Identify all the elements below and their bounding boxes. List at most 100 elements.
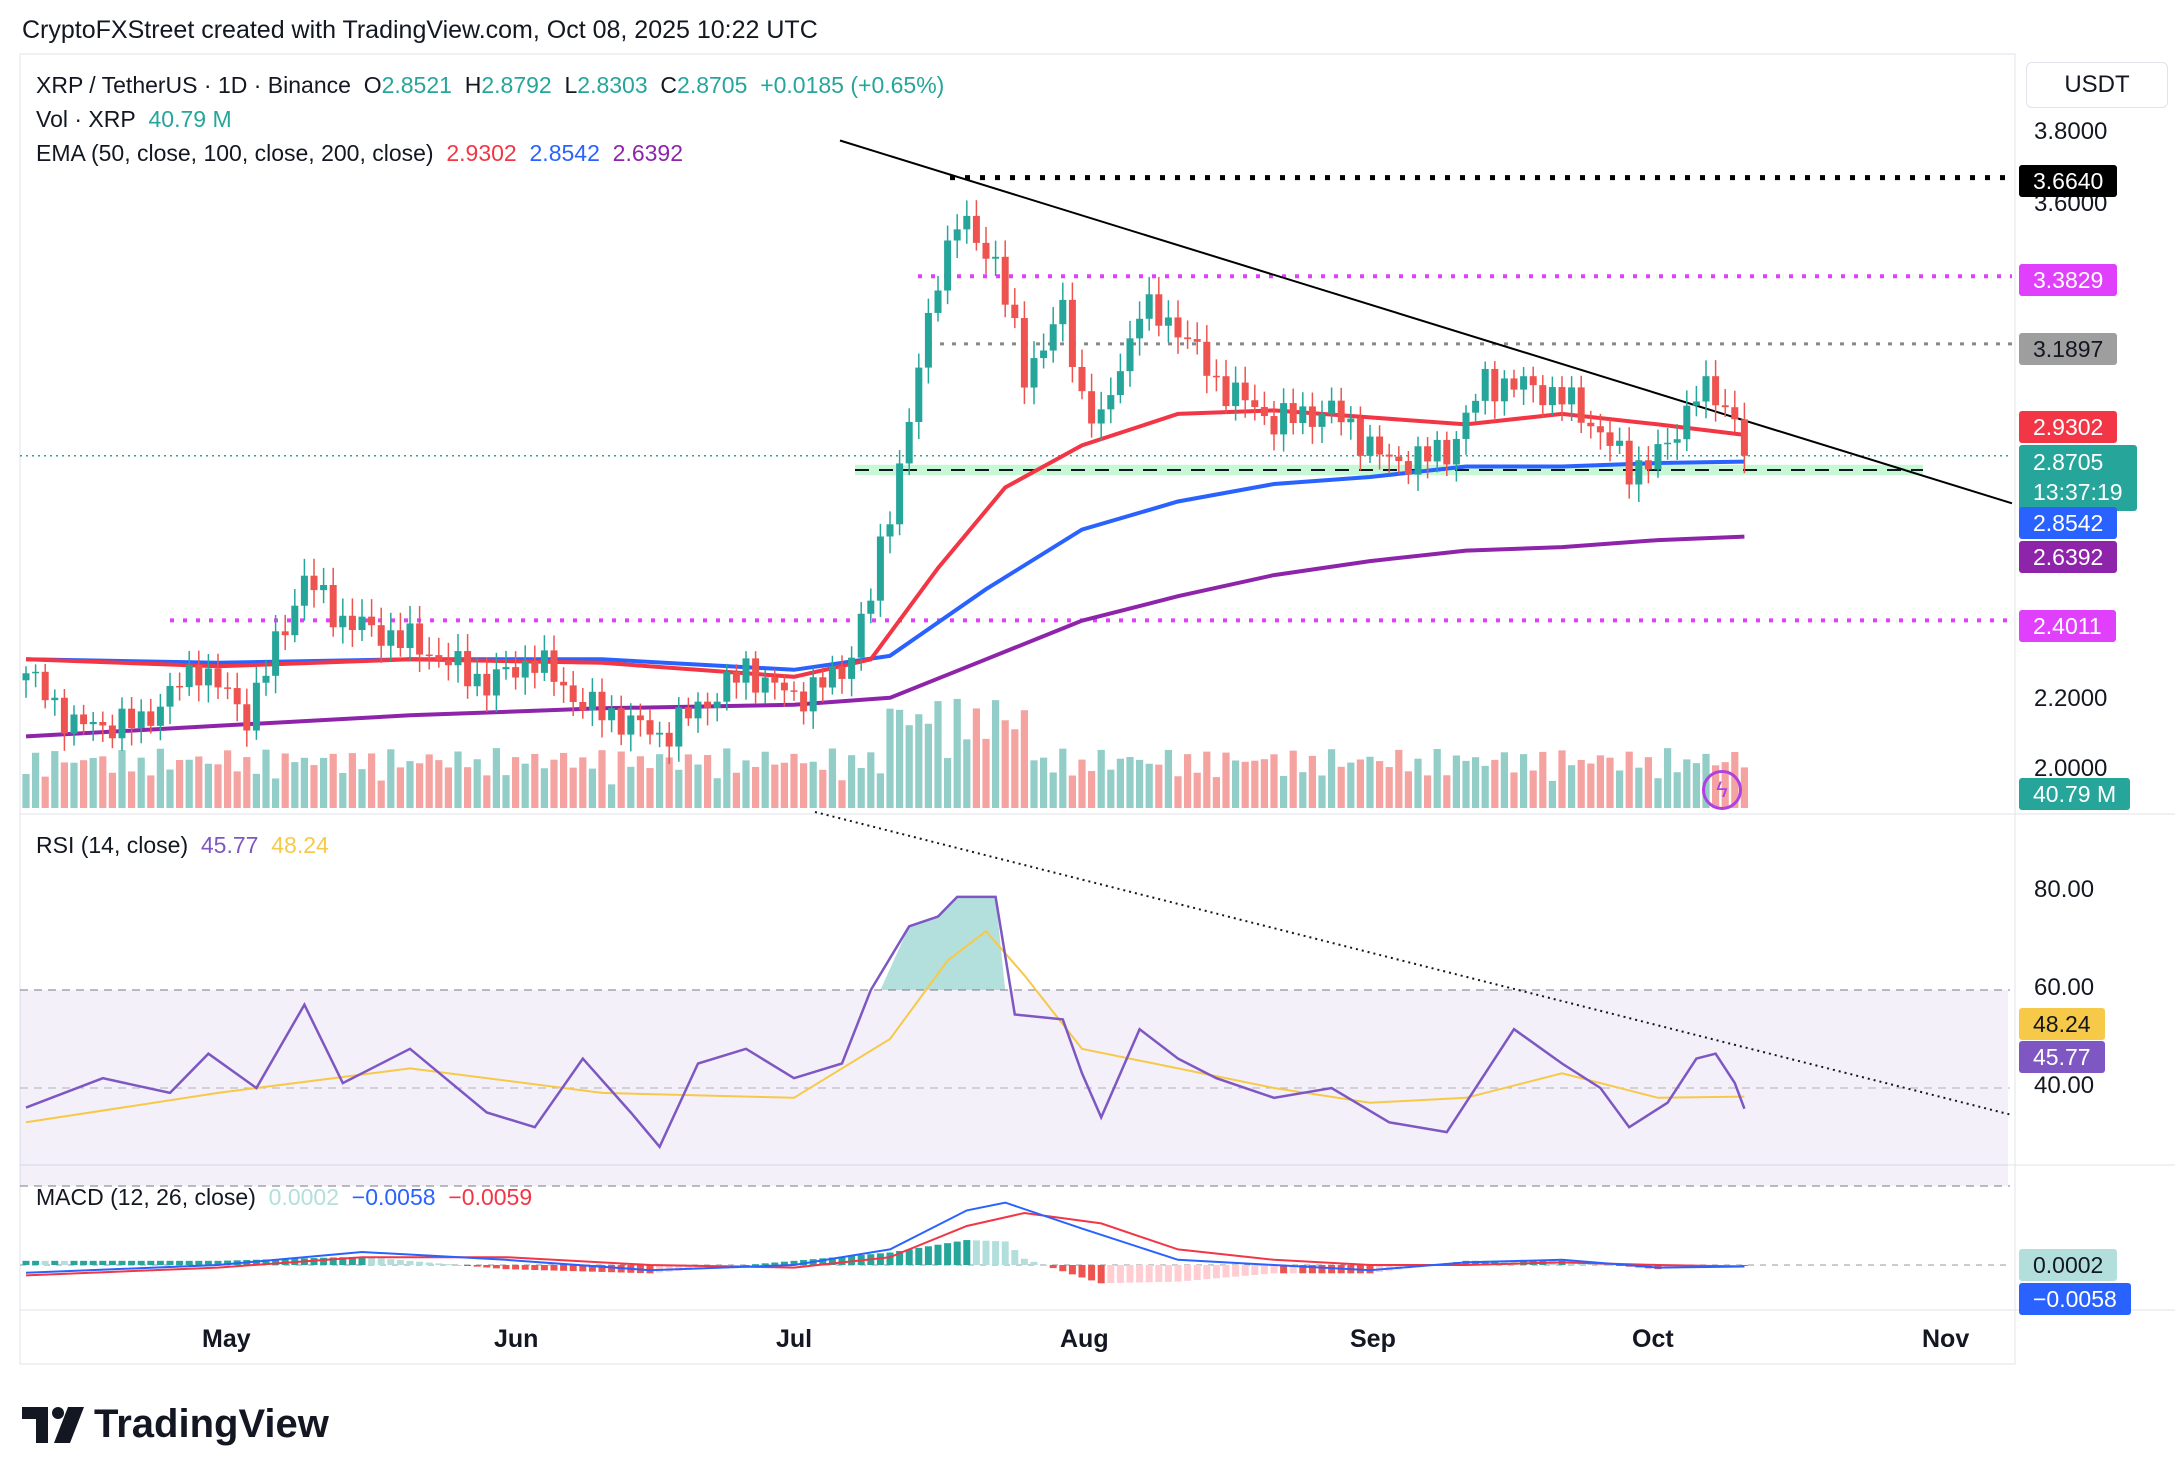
- rsi-ma-value: 48.24: [271, 832, 329, 858]
- candle-body: [185, 664, 193, 688]
- macd-histogram-bar: [1328, 1265, 1336, 1274]
- volume-bar: [819, 769, 827, 808]
- ema50-line: [25, 408, 1745, 679]
- macd-histogram-bar: [1078, 1265, 1086, 1278]
- candle-body: [684, 707, 692, 719]
- candle-body: [214, 668, 222, 688]
- volume-bar: [444, 767, 452, 808]
- candle-body: [934, 290, 942, 313]
- volume-bar: [665, 757, 673, 808]
- macd-histogram-bar: [204, 1260, 212, 1265]
- candle-body: [550, 650, 558, 682]
- candle-body: [1712, 376, 1720, 406]
- candle-body: [1376, 436, 1384, 455]
- candle-body: [1337, 400, 1345, 423]
- macd-histogram-bar: [128, 1260, 136, 1265]
- volume-bar: [51, 751, 59, 808]
- volume-bar: [627, 766, 635, 808]
- macd-histogram-bar: [972, 1240, 980, 1265]
- volume-label[interactable]: Vol · XRP: [36, 106, 136, 132]
- volume-bar: [1318, 775, 1326, 808]
- candle-body: [617, 708, 625, 735]
- candle-body: [1241, 382, 1249, 401]
- macd-histogram-bar: [1174, 1265, 1182, 1282]
- volume-bar: [1664, 748, 1672, 808]
- candle-body: [857, 613, 865, 658]
- macd-histogram-bar: [70, 1260, 78, 1265]
- volume-bar: [1548, 780, 1556, 808]
- macd-histogram-bar: [1107, 1265, 1115, 1284]
- candle-body: [828, 666, 836, 688]
- volume-bar: [1644, 757, 1652, 808]
- candle-body: [876, 536, 884, 601]
- volume-bar: [636, 756, 644, 808]
- candle-body: [1155, 294, 1163, 326]
- currency-selector[interactable]: USDT: [2026, 62, 2168, 108]
- high-value: 2.8792: [481, 72, 552, 98]
- macd-histogram-bar: [915, 1247, 923, 1265]
- macd-histogram-bar: [819, 1258, 827, 1265]
- rsi-tick: 80.00: [2034, 876, 2095, 903]
- candle-body: [1616, 440, 1624, 446]
- rsi-line: [25, 895, 1746, 1150]
- volume-bar: [1203, 751, 1211, 808]
- close-value: 2.8705: [677, 72, 748, 98]
- volume-bar: [992, 700, 1000, 808]
- macd-histogram-bar: [790, 1260, 798, 1265]
- candle-body: [1520, 376, 1528, 390]
- candle-body: [1548, 387, 1556, 406]
- symbol-title[interactable]: XRP / TetherUS · 1D · Binance: [36, 72, 351, 98]
- candle-body: [32, 671, 40, 674]
- candle-body: [368, 616, 376, 626]
- candle-body: [329, 585, 337, 628]
- macd-histogram-bar: [579, 1265, 587, 1272]
- volume-bar: [1068, 775, 1076, 808]
- macd-histogram-bar: [540, 1265, 548, 1271]
- volume-bar: [1376, 761, 1384, 808]
- volume-bar: [99, 756, 107, 808]
- candle-body: [1203, 341, 1211, 376]
- candle-body: [1356, 418, 1364, 456]
- volume-bar: [1452, 755, 1460, 808]
- volume-bar: [368, 753, 376, 808]
- macd-histogram-bar: [416, 1261, 424, 1265]
- macd-histogram-bar: [1059, 1265, 1067, 1272]
- rsi-label[interactable]: RSI (14, close): [36, 832, 189, 858]
- candle-body: [838, 666, 846, 679]
- volume-bar: [742, 760, 750, 808]
- flash-icon[interactable]: ϟ: [1702, 770, 1742, 810]
- volume-bar: [617, 751, 625, 808]
- time-label: Nov: [1922, 1325, 1970, 1353]
- candle-body: [656, 732, 664, 735]
- volume-bar: [684, 754, 692, 808]
- volume-bar: [195, 756, 203, 808]
- candle-body: [1606, 432, 1614, 446]
- volume-bar: [1097, 749, 1105, 808]
- macd-histogram-bar: [1116, 1265, 1124, 1283]
- macd-histogram-bar: [1088, 1265, 1096, 1281]
- volume-bar: [22, 774, 30, 808]
- time-label: Sep: [1350, 1325, 1396, 1353]
- macd-histogram-bar: [80, 1260, 88, 1265]
- macd-histogram-bar: [742, 1265, 750, 1266]
- candle-body: [627, 715, 635, 735]
- candle-body: [1011, 304, 1019, 319]
- candle-body: [982, 242, 990, 259]
- macd-histogram-bar: [492, 1265, 500, 1269]
- candle-body: [473, 673, 481, 687]
- volume-bar: [1337, 766, 1345, 808]
- candle-body: [1030, 358, 1038, 388]
- macd-label[interactable]: MACD (12, 26, close): [36, 1184, 256, 1210]
- volume-bar: [483, 775, 491, 808]
- macd-histogram-bar: [1097, 1265, 1105, 1284]
- candle-body: [1558, 387, 1566, 405]
- macd-histogram-bar: [1030, 1261, 1038, 1265]
- candle-body: [425, 654, 433, 657]
- candle-body: [1040, 350, 1048, 359]
- volume-bar: [147, 775, 155, 808]
- tradingview-logo[interactable]: TradingView: [22, 1402, 329, 1447]
- macd-histogram-bar: [224, 1260, 232, 1265]
- candle-body: [540, 650, 548, 673]
- ema-label[interactable]: EMA (50, close, 100, close, 200, close): [36, 140, 434, 166]
